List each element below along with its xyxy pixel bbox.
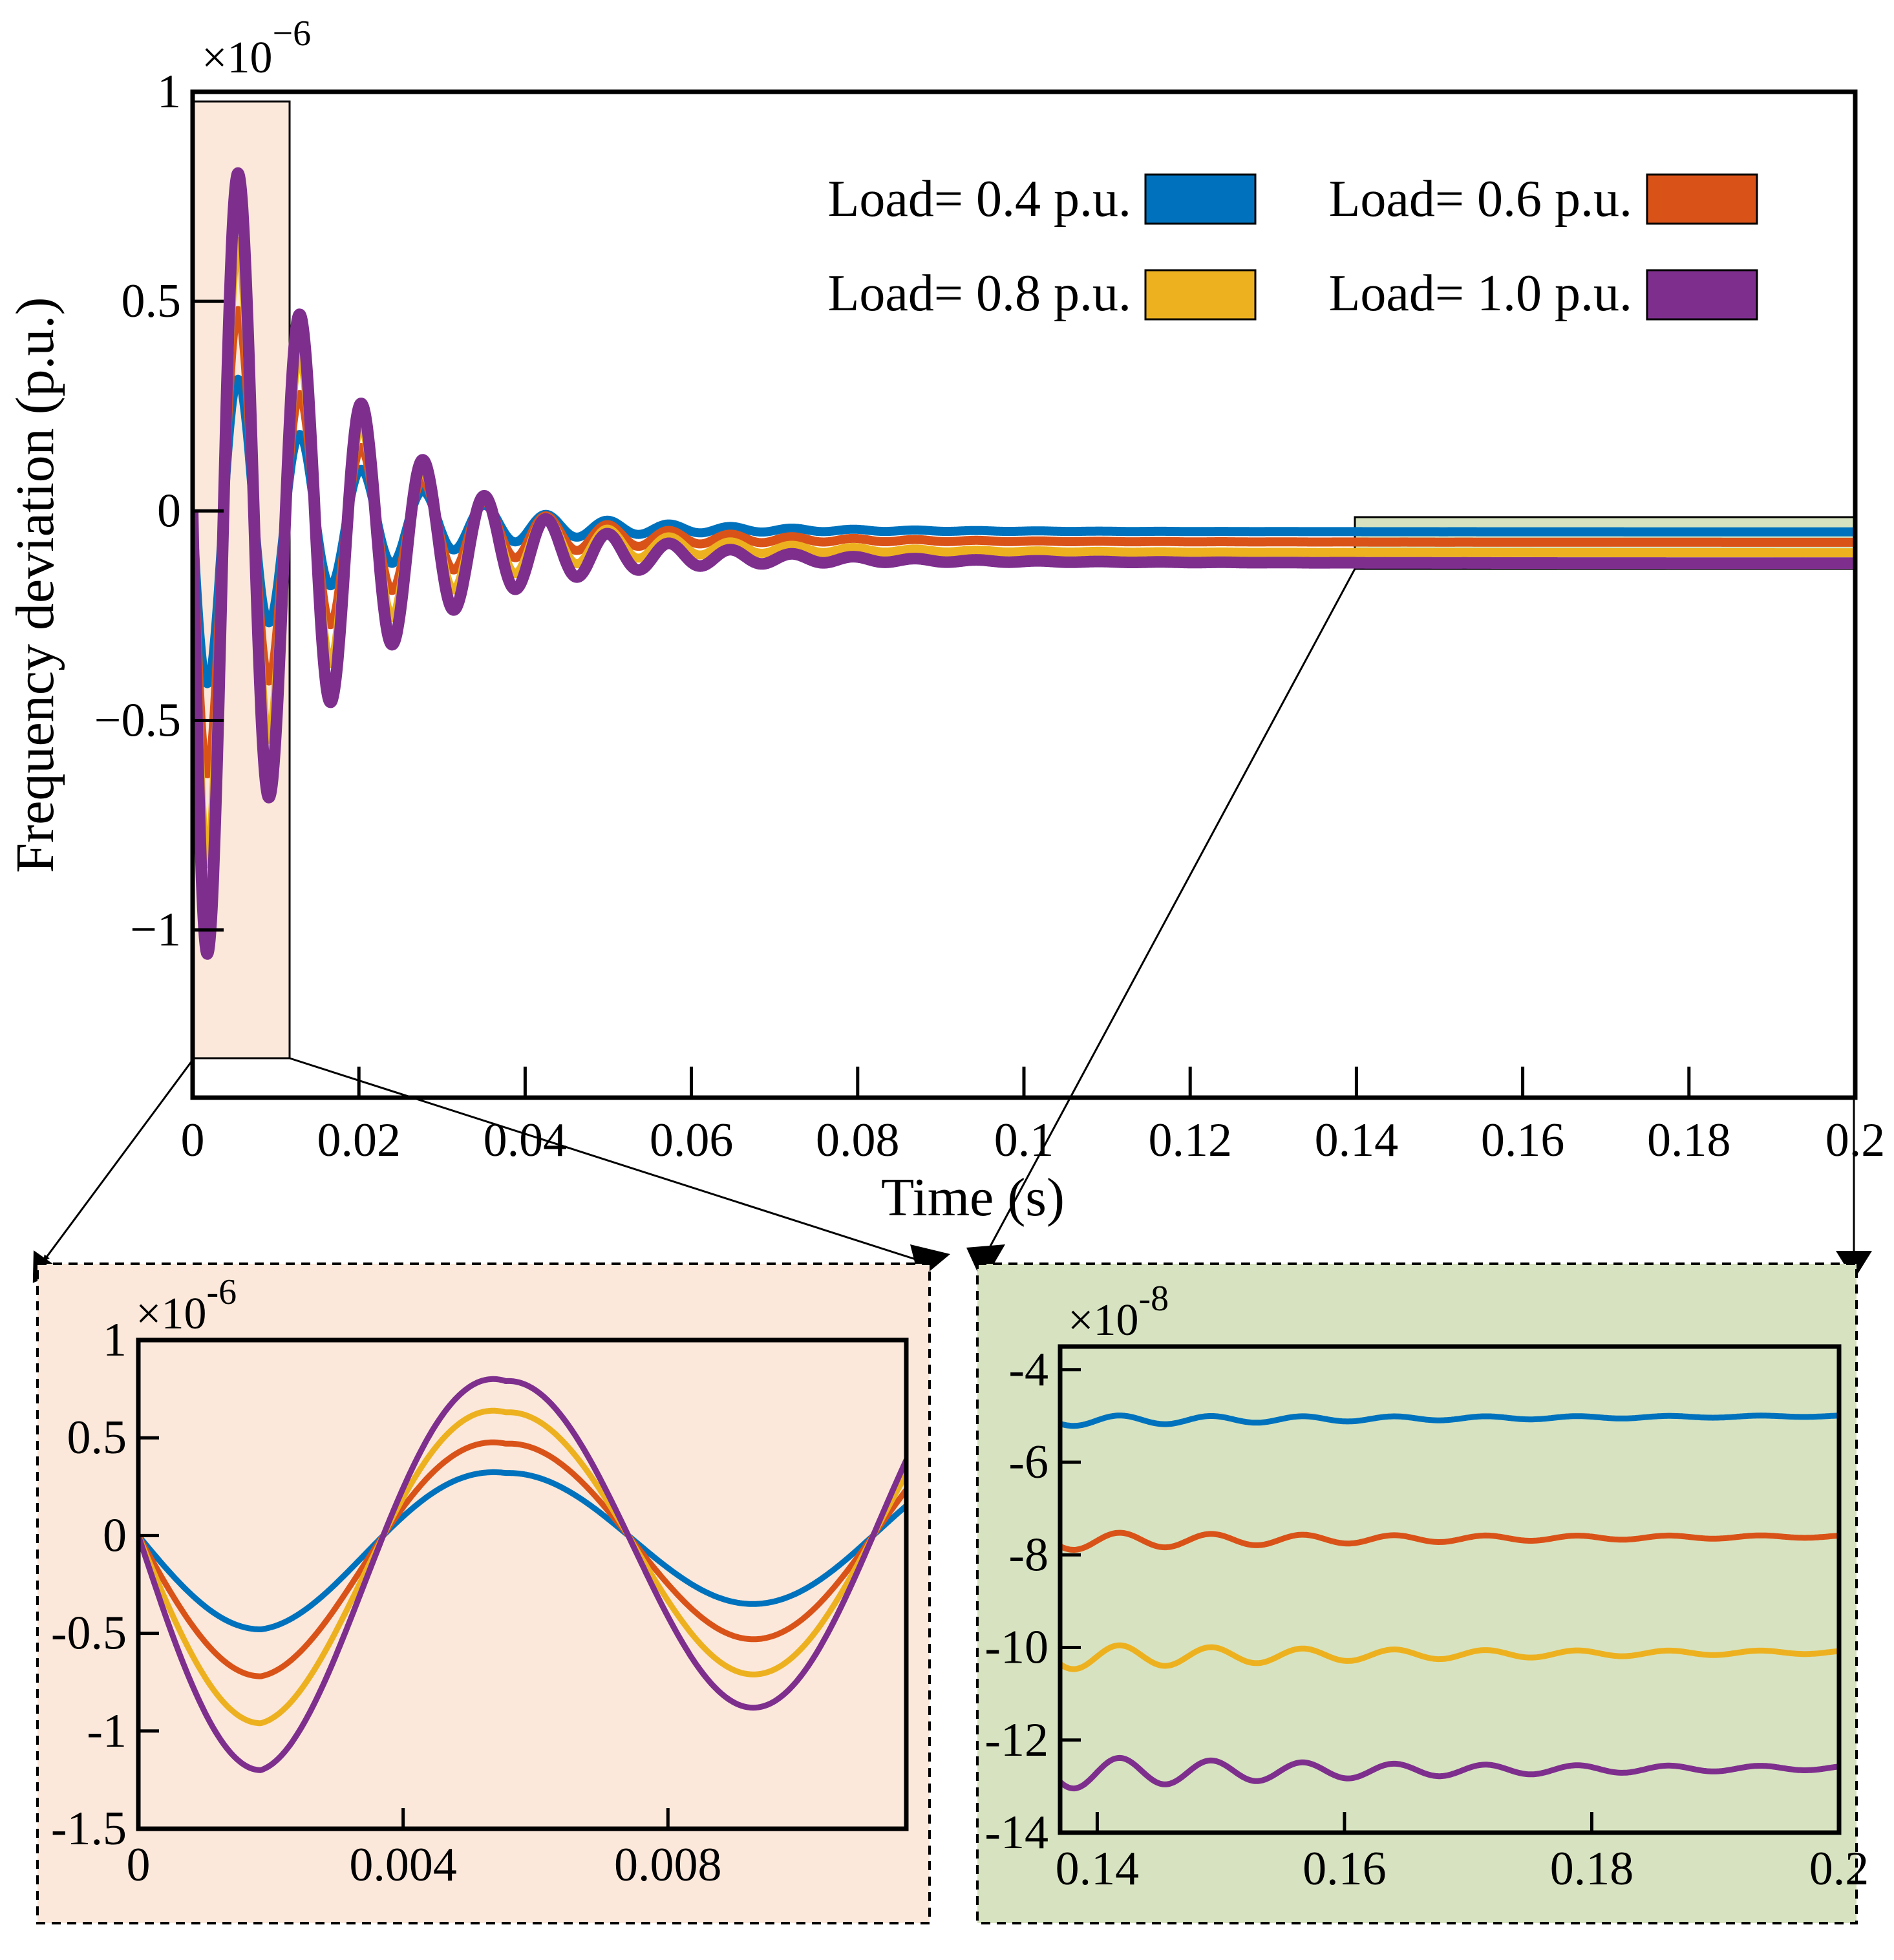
inset-steady-xtick-label-0: 0.14 [1056,1842,1140,1895]
legend-label-1: Load= 0.6 p.u. [1329,171,1633,228]
inset-early-ytick-label-5: -1.5 [51,1802,127,1855]
main-x-axis: 0 0.02 0.04 0.06 0.08 0.1 0.12 0.14 0.16 0.18 0.2 [181,1067,1886,1167]
inset-steady-ytick-label-4: -12 [984,1714,1048,1767]
inset-early-series-group [138,1376,906,1773]
main-x-axis-label: Time (s) [881,1167,1065,1228]
inset-early-series-0 [138,1469,906,1632]
legend-swatch-2 [1144,269,1257,321]
inset-early-series-3 [138,1376,906,1773]
inset-steady-series-3 [1060,1754,1839,1792]
inset-early-ytick-label-1: 0.5 [67,1411,127,1464]
main-xtick-label-5: 0.1 [994,1114,1054,1167]
inset-early: 0 0.004 0.008 1 0.5 0 -0.5 -1 -1.5 ×10-6 [36,1262,931,1924]
inset-early-ytick-label-0: 1 [103,1314,127,1367]
inset-early-series-2 [138,1407,906,1727]
main-xtick-label-6: 0.12 [1148,1114,1232,1167]
legend: Load= 0.4 p.u. Load= 0.6 p.u. Load= 0.8 … [828,171,1758,322]
inset-steady-series-group [1060,1412,1839,1792]
inset-steady-y-axis: -4 -6 -8 -10 -12 -14 [984,1343,1081,1859]
inset-early-frame [136,1337,909,1831]
connector-early-left [43,1058,195,1262]
legend-label-2: Load= 0.8 p.u. [828,265,1132,322]
inset-steady-ytick-label-0: -4 [1008,1343,1048,1396]
inset-steady-ytick-label-2: -8 [1008,1528,1048,1581]
inset-early-ytick-label-2: 0 [103,1509,127,1562]
main-chart: 0 0.02 0.04 0.06 0.08 0.1 0.12 0.14 0.16 0.18 0.2 … [5,14,1885,1228]
main-xtick-label-10: 0.2 [1825,1114,1886,1167]
inset-early-multiplier: ×10-6 [136,1272,237,1339]
main-series-group [193,167,1855,960]
inset-steady-ytick-label-5: -14 [984,1806,1048,1859]
connector-early-right [289,1057,931,1266]
legend-swatch-3 [1646,269,1758,321]
main-ytick-label-1: 0.5 [122,275,182,328]
inset-steady-xtick-label-3: 0.2 [1809,1842,1869,1895]
inset-steady-series-0 [1060,1412,1839,1429]
inset-steady-xtick-label-1: 0.16 [1303,1842,1387,1895]
inset-early-xtick-label-2: 0.008 [614,1838,722,1891]
main-xtick-label-0: 0 [181,1114,205,1167]
main-ytick-label-3: −0.5 [94,694,181,747]
inset-steady-multiplier: ×10-8 [1068,1279,1169,1345]
inset-steady-series-1 [1060,1529,1839,1553]
main-y-axis-label: Frequency deviation (p.u.) [5,297,65,873]
inset-steady-ytick-label-1: -6 [1008,1436,1048,1489]
inset-early-y-axis: 1 0.5 0 -0.5 -1 -1.5 [51,1314,159,1855]
main-xtick-label-7: 0.14 [1315,1114,1399,1167]
inset-early-series-1 [138,1439,906,1679]
main-xtick-label-8: 0.16 [1481,1114,1565,1167]
main-series-3 [193,167,1855,960]
inset-steady-frame [1058,1344,1842,1835]
legend-label-3: Load= 1.0 p.u. [1329,265,1633,322]
inset-early-ytick-label-3: -0.5 [51,1607,127,1660]
legend-swatch-1 [1646,173,1758,225]
main-y-axis: 1 0.5 0 −0.5 −1 [94,65,224,957]
inset-early-x-axis: 0 0.004 0.008 [127,1808,722,1891]
inset-steady-ytick-label-3: -10 [984,1621,1048,1674]
main-xtick-label-3: 0.06 [650,1114,734,1167]
main-xtick-label-1: 0.02 [317,1114,401,1167]
inset-early-xtick-label-0: 0 [127,1838,151,1891]
main-ytick-label-4: −1 [130,904,181,957]
inset-steady-series-2 [1060,1642,1839,1672]
inset-steady-xtick-label-2: 0.18 [1550,1842,1634,1895]
main-xtick-label-4: 0.08 [816,1114,900,1167]
main-xtick-label-9: 0.18 [1647,1114,1731,1167]
main-ytick-label-2: 0 [157,484,181,537]
inset-steady-x-axis: 0.14 0.16 0.18 0.2 [1056,1812,1869,1895]
legend-swatch-0 [1144,173,1257,225]
main-ytick-label-0: 1 [157,65,181,118]
connector-steady-left [981,568,1356,1262]
main-multiplier: ×10−6 [202,14,311,83]
inset-early-xtick-label-1: 0.004 [349,1838,457,1891]
inset-early-ytick-label-4: -1 [87,1705,127,1758]
main-xtick-label-2: 0.04 [484,1114,568,1167]
inset-steady-panel [976,1262,1858,1924]
legend-label-0: Load= 0.4 p.u. [828,171,1132,228]
inset-steady: 0.14 0.16 0.18 0.2 -4 -6 -8 -10 -12 -14 ×10-8 [976,1262,1869,1924]
zoom-connectors [43,568,1857,1266]
